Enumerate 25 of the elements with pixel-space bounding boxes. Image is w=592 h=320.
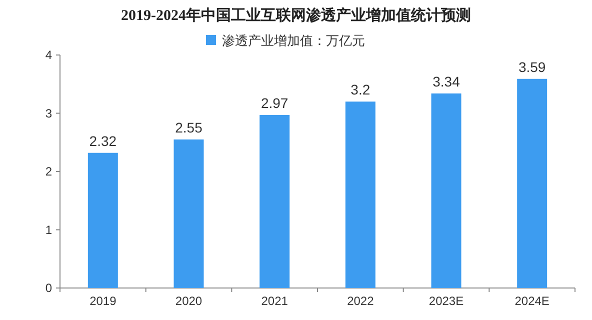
y-tick-label: 4 xyxy=(45,48,52,62)
x-tick-label: 2024E xyxy=(514,294,550,308)
data-label: 2.97 xyxy=(260,94,288,111)
bar xyxy=(260,114,290,288)
bar xyxy=(431,93,462,288)
data-label: 3.59 xyxy=(518,58,546,75)
bar xyxy=(88,152,118,288)
bar xyxy=(345,102,376,288)
x-tick-label: 2020 xyxy=(175,294,202,308)
y-tick-label: 0 xyxy=(45,281,52,295)
x-tick-label: 2021 xyxy=(261,294,288,308)
y-tick-label: 1 xyxy=(45,222,52,237)
y-tick-label: 2 xyxy=(45,164,52,178)
data-label: 2.32 xyxy=(89,132,117,149)
x-tick-label: 2019 xyxy=(90,294,117,308)
y-tick-label: 3 xyxy=(45,106,52,120)
x-tick-label: 2023E xyxy=(428,294,464,308)
chart-title: 2019-2024年中国工业互联网渗透产业增加值统计预测 xyxy=(121,7,471,24)
bar xyxy=(174,139,204,288)
legend-label: 渗透产业增加值：万亿元 xyxy=(222,33,365,48)
x-tick-label: 2022 xyxy=(347,294,374,308)
data-label: 2.55 xyxy=(175,119,203,136)
data-label: 3.34 xyxy=(432,73,460,90)
bar xyxy=(517,78,548,288)
data-label: 3.2 xyxy=(350,82,370,98)
